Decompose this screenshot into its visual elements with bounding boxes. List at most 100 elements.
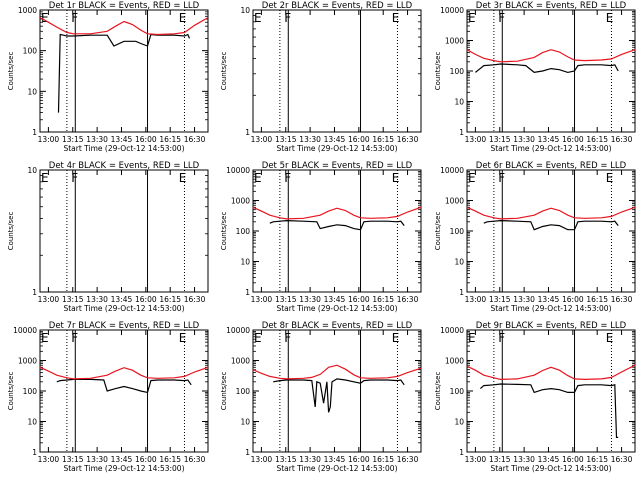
y-tick-label: 1 <box>32 128 37 137</box>
chart-title: Det 8r BLACK = Events, RED = LLD <box>262 321 413 331</box>
x-tick-label: 16:15 <box>586 455 608 464</box>
y-tick-label: 1 <box>459 448 464 457</box>
y-axis-label: Counts/sec <box>220 212 228 251</box>
y-tick-label: 10 <box>240 418 250 427</box>
phase-annotation: E <box>392 11 400 25</box>
x-tick-label: 13:15 <box>275 455 297 464</box>
x-tick-label: 13:15 <box>275 135 297 144</box>
x-tick-label: 16:30 <box>611 295 633 304</box>
x-tick-label: 16:00 <box>135 455 157 464</box>
y-axis-label: Counts/sec <box>7 52 15 91</box>
y-tick-label: 1 <box>459 288 464 297</box>
x-tick-label: 16:30 <box>184 455 206 464</box>
phase-annotation: F <box>71 11 78 25</box>
phase-annotation: E <box>179 331 187 345</box>
x-tick-label: 13:30 <box>513 295 535 304</box>
y-tick-label: 1000 <box>445 357 464 366</box>
x-tick-label: 16:15 <box>372 455 394 464</box>
plot-frame <box>39 9 209 133</box>
x-tick-label: 13:30 <box>86 135 108 144</box>
x-tick-label: 16:00 <box>348 455 370 464</box>
chart-title: Det 2r BLACK = Events, RED = LLD <box>262 1 413 11</box>
y-tick-label: 100 <box>236 227 251 236</box>
plot-frame <box>252 9 422 133</box>
phase-annotation: E <box>41 331 49 345</box>
x-tick-label: 13:00 <box>465 455 487 464</box>
x-axis-label: Start Time (29-Oct-12 14:53:00) <box>490 304 611 313</box>
plot-frame <box>252 169 422 293</box>
y-tick-label: 1000 <box>18 357 37 366</box>
phase-annotation: F <box>498 331 505 345</box>
x-tick-label: 13:00 <box>251 455 273 464</box>
y-axis-label: Counts/sec <box>220 52 228 91</box>
chart-title: Det 5r BLACK = Events, RED = LLD <box>262 161 413 171</box>
chart-title: Det 3r BLACK = Events, RED = LLD <box>476 1 627 11</box>
chart-panel-det-1: Det 1r BLACK = Events, RED = LLD 1 10 100 10… <box>7 1 209 153</box>
x-tick-label: 16:00 <box>562 135 584 144</box>
y-axis-label: Counts/sec <box>7 372 15 411</box>
series-line-lld <box>466 49 636 63</box>
x-tick-label: 16:15 <box>372 135 394 144</box>
series-line-lld <box>252 206 422 220</box>
x-tick-label: 13:45 <box>538 455 560 464</box>
chart-title: Det 7r BLACK = Events, RED = LLD <box>49 321 200 331</box>
x-axis-label: Start Time (29-Oct-12 14:53:00) <box>63 304 184 313</box>
x-tick-label: 16:30 <box>184 135 206 144</box>
x-tick-label: 16:15 <box>586 295 608 304</box>
x-tick-label: 13:00 <box>38 455 60 464</box>
x-tick-label: 13:00 <box>38 135 60 144</box>
x-axis-label: Start Time (29-Oct-12 14:53:00) <box>490 144 611 153</box>
x-tick-label: 13:00 <box>465 135 487 144</box>
phase-annotation: F <box>284 11 291 25</box>
phase-annotation: E <box>179 171 187 185</box>
y-tick-label: 10000 <box>226 166 250 175</box>
y-tick-label: 10 <box>27 166 37 175</box>
x-tick-label: 13:45 <box>111 295 133 304</box>
phase-annotation: F <box>498 11 505 25</box>
plot-frame <box>466 329 636 453</box>
x-tick-label: 13:45 <box>324 135 346 144</box>
series-line-events <box>483 219 619 231</box>
x-tick-label: 16:15 <box>159 295 181 304</box>
x-axis-label: Start Time (29-Oct-12 14:53:00) <box>276 144 397 153</box>
phase-annotation: E <box>41 11 49 25</box>
phase-annotation: E <box>41 171 49 185</box>
chart-title: Det 9r BLACK = Events, RED = LLD <box>476 321 627 331</box>
phase-annotation: E <box>392 171 400 185</box>
x-tick-label: 13:00 <box>251 295 273 304</box>
y-tick-label: 10 <box>240 6 250 15</box>
x-tick-label: 13:00 <box>251 135 273 144</box>
y-tick-label: 10000 <box>13 326 37 335</box>
y-axis-label: Counts/sec <box>434 52 442 91</box>
x-tick-label: 13:15 <box>489 295 511 304</box>
chart-panel-det-6: Det 6r BLACK = Events, RED = LLD 1 10 100 10… <box>434 161 636 313</box>
phase-annotation: E <box>254 171 262 185</box>
plot-frame <box>466 169 636 293</box>
y-tick-label: 10000 <box>440 326 464 335</box>
series-line-lld <box>39 366 209 380</box>
x-tick-label: 16:15 <box>586 135 608 144</box>
y-tick-label: 1 <box>245 128 250 137</box>
x-tick-label: 16:30 <box>611 455 633 464</box>
y-tick-label: 10000 <box>440 166 464 175</box>
x-tick-label: 13:30 <box>86 295 108 304</box>
chart-title: Det 6r BLACK = Events, RED = LLD <box>476 161 627 171</box>
y-axis-label: Counts/sec <box>434 212 442 251</box>
x-tick-label: 13:45 <box>538 295 560 304</box>
y-tick-label: 1 <box>459 128 464 137</box>
series-line-events <box>269 219 405 231</box>
plot-frame <box>39 169 209 293</box>
y-tick-label: 1000 <box>18 6 37 15</box>
x-axis-label: Start Time (29-Oct-12 14:53:00) <box>63 144 184 153</box>
x-tick-label: 16:00 <box>348 295 370 304</box>
phase-annotation: E <box>606 331 614 345</box>
x-tick-label: 13:30 <box>513 135 535 144</box>
phase-annotation: E <box>254 331 262 345</box>
chart-panel-det-8: Det 8r BLACK = Events, RED = LLD 1 10 100 10… <box>220 321 422 473</box>
x-tick-label: 13:15 <box>489 135 511 144</box>
x-tick-label: 13:15 <box>62 135 84 144</box>
phase-annotation: E <box>392 331 400 345</box>
x-tick-label: 13:45 <box>538 135 560 144</box>
y-tick-label: 10 <box>454 98 464 107</box>
series-line-events <box>57 33 191 113</box>
